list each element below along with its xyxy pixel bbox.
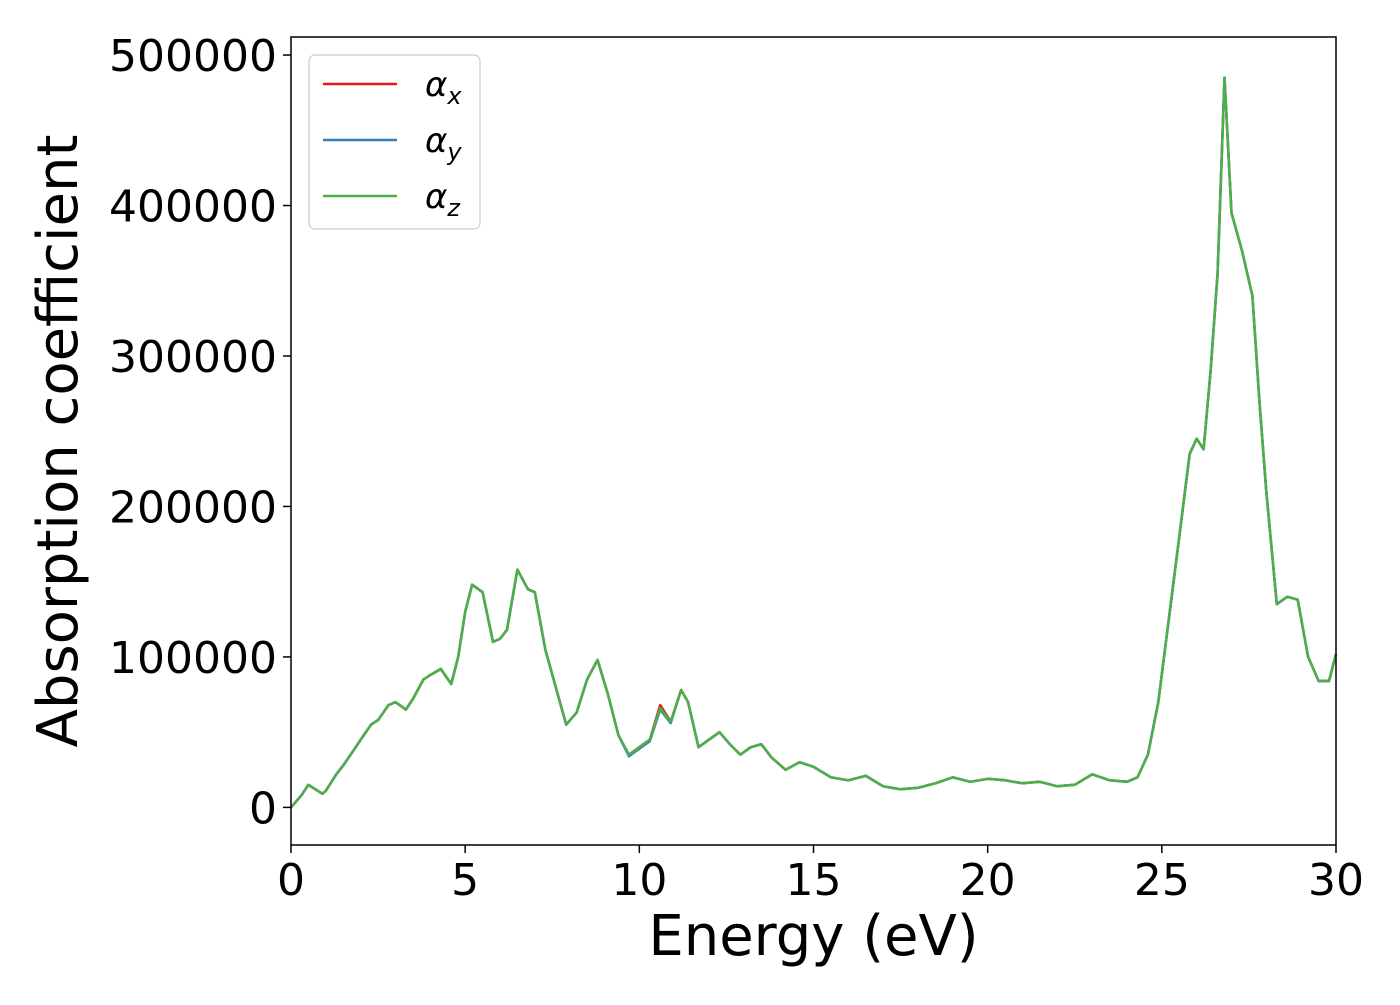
x-tick-label: 0 bbox=[277, 855, 305, 906]
x-tick-label: 5 bbox=[451, 855, 479, 906]
x-tick-label: 20 bbox=[960, 855, 1016, 906]
x-axis-title: Energy (eV) bbox=[648, 904, 978, 969]
x-tick-label: 25 bbox=[1134, 855, 1190, 906]
y-tick-label: 500000 bbox=[109, 31, 277, 82]
y-tick-label: 400000 bbox=[109, 182, 277, 233]
y-tick-label: 100000 bbox=[109, 633, 277, 684]
y-axis-title: Absorption coefficient bbox=[26, 135, 91, 748]
x-axis: 0 5 10 15 20 25 30 bbox=[277, 845, 1364, 906]
series-layer bbox=[290, 76, 1338, 809]
x-tick-label: 10 bbox=[611, 855, 667, 906]
x-tick-label: 15 bbox=[786, 855, 842, 906]
legend-box bbox=[308, 54, 481, 230]
y-tick-label: 0 bbox=[249, 783, 277, 834]
x-tick-label: 30 bbox=[1308, 855, 1364, 906]
y-tick-label: 300000 bbox=[109, 332, 277, 383]
series-line-3 bbox=[290, 76, 1338, 809]
y-tick-label: 200000 bbox=[109, 482, 277, 533]
y-axis: 0 100000 200000 300000 400000 500000 bbox=[109, 31, 291, 834]
